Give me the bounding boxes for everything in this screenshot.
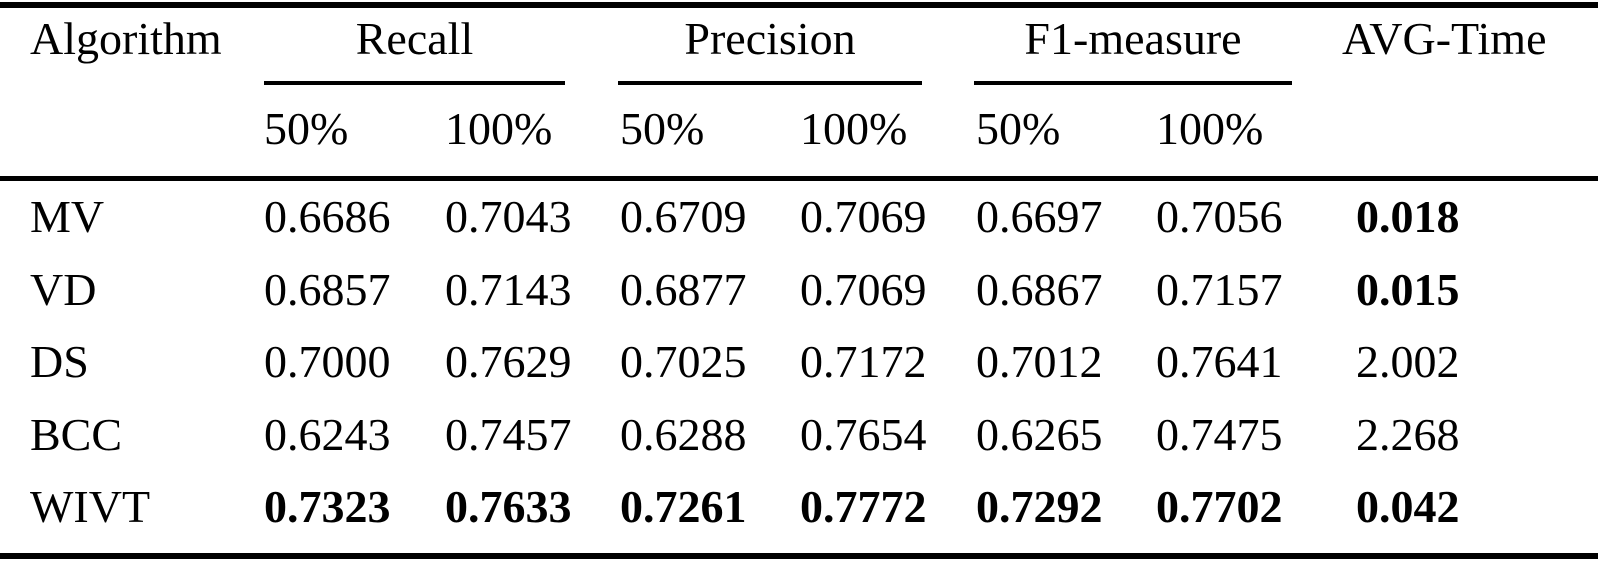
table-row: MV 0.6686 0.7043 0.6709 0.7069 0.6697 0.…: [0, 194, 1598, 254]
subcol-header: 50%: [620, 103, 705, 154]
cell-value: 0.6857: [264, 264, 391, 315]
subcol-header: 50%: [976, 103, 1061, 154]
subcol-header: 50%: [264, 103, 349, 154]
f1-group-underline: [974, 81, 1292, 85]
cell-value: 0.7157: [1156, 264, 1283, 315]
cell-value: 0.7069: [800, 191, 927, 242]
cell-value: 0.6867: [976, 264, 1103, 315]
cell-value: 0.7143: [445, 264, 572, 315]
precision-group-underline: [618, 81, 922, 85]
cell-value: 2.268: [1356, 409, 1460, 460]
subcol-header: 100%: [1156, 103, 1264, 154]
cell-value: 0.7457: [445, 409, 572, 460]
group-header-precision: Precision: [684, 13, 856, 64]
cell-value: 0.7702: [1156, 481, 1283, 532]
cell-value: 0.6686: [264, 191, 391, 242]
row-label: BCC: [30, 409, 123, 460]
cell-value: 0.7069: [800, 264, 927, 315]
cell-value: 0.7056: [1156, 191, 1283, 242]
top-rule: [0, 2, 1598, 8]
table-row: BCC 0.6243 0.7457 0.6288 0.7654 0.6265 0…: [0, 412, 1598, 472]
mid-rule: [0, 176, 1598, 181]
group-header-f1-measure: F1-measure: [1024, 13, 1242, 64]
row-label: MV: [30, 191, 105, 242]
table-row: WIVT 0.7323 0.7633 0.7261 0.7772 0.7292 …: [0, 484, 1598, 544]
cell-value: 0.015: [1356, 264, 1460, 315]
cell-value: 0.7292: [976, 481, 1103, 532]
subcolumn-header-row: 50% 100% 50% 100% 50% 100%: [0, 106, 1598, 156]
row-label: WIVT: [30, 481, 151, 532]
table-row: VD 0.6857 0.7143 0.6877 0.7069 0.6867 0.…: [0, 267, 1598, 327]
cell-value: 0.6709: [620, 191, 747, 242]
column-header-avg-time: AVG-Time: [1342, 13, 1547, 64]
cell-value: 0.7654: [800, 409, 927, 460]
cell-value: 0.6877: [620, 264, 747, 315]
group-header-recall: Recall: [355, 13, 474, 64]
cell-value: 0.6697: [976, 191, 1103, 242]
cell-value: 2.002: [1356, 336, 1460, 387]
cell-value: 0.6288: [620, 409, 747, 460]
cell-value: 0.042: [1356, 481, 1460, 532]
column-header-algorithm: Algorithm: [30, 13, 222, 64]
cell-value: 0.7633: [445, 481, 572, 532]
recall-group-underline: [264, 81, 565, 85]
cell-value: 0.6265: [976, 409, 1103, 460]
cell-value: 0.7043: [445, 191, 572, 242]
cell-value: 0.7629: [445, 336, 572, 387]
subcol-header: 100%: [445, 103, 553, 154]
cell-value: 0.7025: [620, 336, 747, 387]
row-label: DS: [30, 336, 89, 387]
cell-value: 0.7323: [264, 481, 391, 532]
bottom-rule: [0, 553, 1598, 559]
cell-value: 0.7012: [976, 336, 1103, 387]
cell-value: 0.7475: [1156, 409, 1283, 460]
cell-value: 0.7641: [1156, 336, 1283, 387]
subcol-header: 100%: [800, 103, 908, 154]
cell-value: 0.7772: [800, 481, 927, 532]
cell-value: 0.7261: [620, 481, 747, 532]
row-label: VD: [30, 264, 97, 315]
table-row: DS 0.7000 0.7629 0.7025 0.7172 0.7012 0.…: [0, 339, 1598, 399]
cell-value: 0.6243: [264, 409, 391, 460]
cell-value: 0.7172: [800, 336, 927, 387]
cell-value: 0.7000: [264, 336, 391, 387]
cell-value: 0.018: [1356, 191, 1460, 242]
